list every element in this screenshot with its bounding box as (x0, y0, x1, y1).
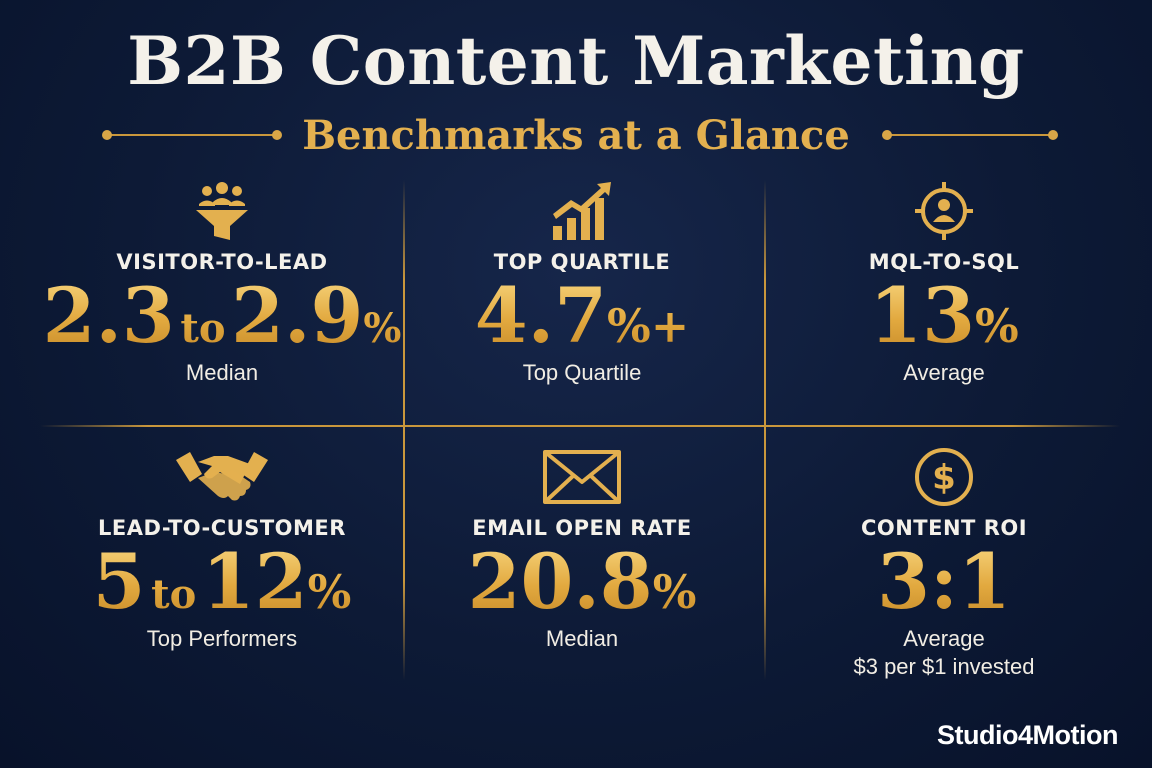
metric-label: CONTENT ROI (860, 516, 1028, 540)
metric-value: 13% (764, 278, 1124, 354)
subtitle-row: Benchmarks at a Glance (0, 112, 1152, 162)
metric-note: Average (903, 626, 985, 651)
metric-card-mql-to-sql: MQL-TO-SQL 13% Average (764, 180, 1124, 386)
grid-divider-vertical (764, 180, 766, 680)
target-person-icon (915, 182, 973, 240)
funnel-people-icon (196, 182, 248, 240)
dollar-coin-icon: $ (915, 448, 973, 506)
metric-value-main: 4.7 (474, 271, 607, 360)
page-title: B2B Content Marketing (127, 22, 1025, 100)
metric-value-high: 2.9 (231, 271, 364, 360)
metric-value-high: 12 (201, 537, 308, 626)
metric-unit: % (975, 299, 1019, 353)
metric-joiner: to (180, 305, 226, 352)
metric-unit: % (307, 565, 352, 619)
divider-right (888, 134, 1054, 136)
metric-note-secondary: $3 per $1 invested (853, 654, 1035, 679)
divider-dot (882, 130, 892, 140)
page-subtitle: Benchmarks at a Glance (302, 112, 850, 159)
metric-suffix: + (650, 299, 690, 353)
envelope-icon (543, 450, 621, 504)
metric-label: LEAD-TO-CUSTOMER (98, 516, 346, 540)
metric-value-main: 3:1 (877, 537, 1011, 626)
divider-dot (272, 130, 282, 140)
metric-card-top-quartile: TOP QUARTILE 4.7%+ Top Quartile (402, 180, 762, 386)
metric-value: 20.8% (402, 544, 762, 620)
metric-unit: % (652, 565, 697, 619)
metric-card-visitor-to-lead: VISITOR-TO-LEAD 2.3 to 2.9% Median (42, 180, 402, 386)
metric-value-low: 5 (92, 537, 146, 626)
metric-unit: % (606, 299, 651, 353)
grid-divider-vertical (403, 180, 405, 680)
metric-label: VISITOR-TO-LEAD (116, 250, 328, 274)
metric-card-email-open-rate: EMAIL OPEN RATE 20.8% Median (402, 446, 762, 652)
metric-label: MQL-TO-SQL (868, 250, 1020, 274)
svg-text:$: $ (932, 458, 956, 498)
handshake-icon (176, 452, 268, 501)
metric-joiner: to (151, 571, 197, 618)
metric-label: EMAIL OPEN RATE (472, 516, 692, 540)
metric-card-lead-to-customer: LEAD-TO-CUSTOMER 5 to 12% Top Performers (42, 446, 402, 652)
metric-value: 2.3 to 2.9% (42, 278, 402, 354)
brand-logo: Studio4Motion (937, 720, 1118, 750)
metric-note: Top Quartile (522, 360, 642, 385)
divider-dot (102, 130, 112, 140)
metric-value-low: 2.3 (42, 271, 175, 360)
divider-left (106, 134, 276, 136)
grid-divider-horizontal (40, 425, 1120, 427)
metric-value-main: 20.8 (467, 537, 653, 626)
metric-label: TOP QUARTILE (493, 250, 671, 274)
metric-value: 4.7%+ (402, 278, 762, 354)
metric-note: Top Performers (146, 626, 298, 651)
metric-card-content-roi: $ CONTENT ROI 3:1 Average $3 per $1 inve… (764, 446, 1124, 680)
growth-chart-icon (553, 182, 611, 240)
metric-unit: % (363, 305, 402, 352)
metric-value: 5 to 12% (42, 544, 402, 620)
metric-note: Average (903, 360, 985, 385)
metric-value: 3:1 (764, 544, 1124, 620)
metric-note: Median (545, 626, 619, 651)
metric-note: Median (185, 360, 259, 385)
metric-value-main: 13 (869, 271, 976, 360)
divider-dot (1048, 130, 1058, 140)
